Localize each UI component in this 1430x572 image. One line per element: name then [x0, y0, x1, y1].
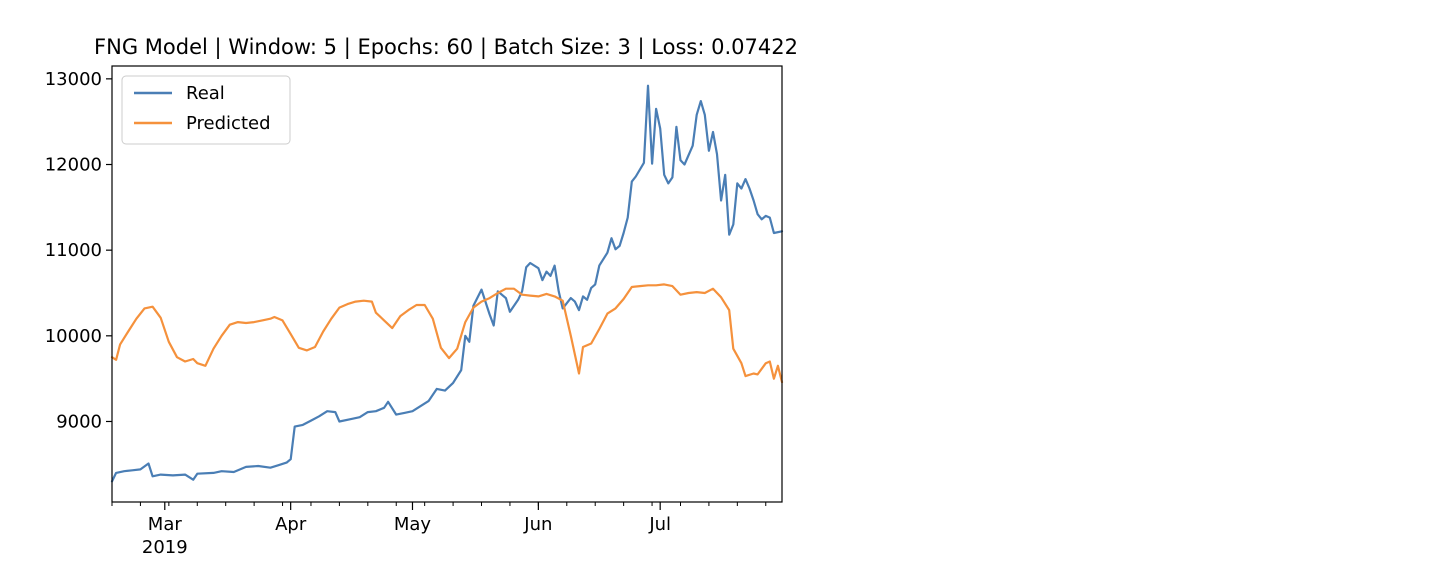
x-tick-label: May: [394, 514, 432, 535]
y-tick-label: 10000: [45, 326, 102, 347]
y-tick-label: 11000: [45, 240, 102, 261]
x-tick-label: Apr: [275, 514, 307, 535]
legend: Real Predicted: [121, 75, 291, 145]
x-tick-label: Jul: [648, 514, 671, 535]
y-tick-label: 13000: [45, 69, 102, 90]
x-tick-year-label: 2019: [142, 537, 188, 558]
legend-label-predicted: Predicted: [186, 113, 271, 134]
x-tick-label: Mar: [148, 514, 183, 535]
plot-frame: [111, 65, 783, 503]
y-tick-label: 12000: [45, 155, 102, 176]
series-line-predicted: [110, 283, 784, 384]
legend-label-real: Real: [186, 83, 225, 104]
x-tick-label: Jun: [523, 514, 552, 535]
y-tick-label: 9000: [56, 411, 102, 432]
chart-title: FNG Model | Window: 5 | Epochs: 60 | Bat…: [94, 35, 798, 60]
y-axis: 9000 10000 11000 12000 13000: [45, 69, 112, 432]
series-line-real: [110, 84, 784, 483]
plot-area: [110, 84, 784, 483]
